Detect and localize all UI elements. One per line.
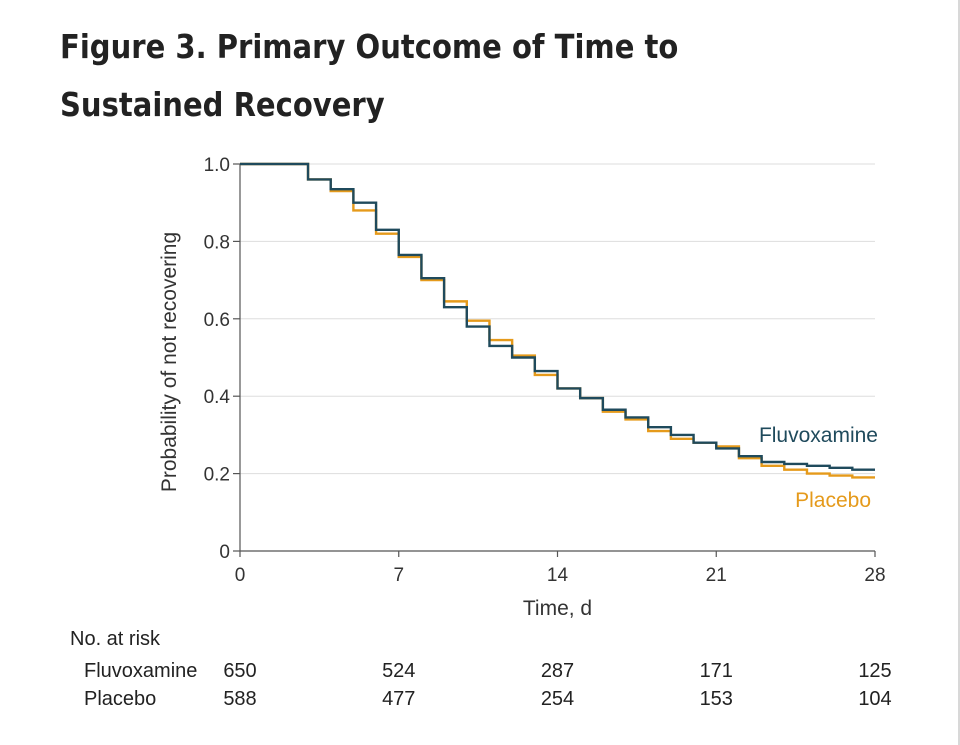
chart-labels: 0 0.2 0.4 0.6 0.8 1.0 0 7 14 21 28 Time, d Probabili… — [158, 155, 886, 620]
page-edge-divider — [958, 0, 960, 745]
at-risk-group-fluvoxamine: Fluvoxamine — [84, 660, 198, 682]
axes — [233, 163, 876, 557]
x-tick-label: 0 — [235, 565, 246, 586]
at-risk-value: 104 — [858, 688, 892, 710]
series-lines — [240, 162, 875, 479]
x-tick-label: 14 — [547, 565, 569, 586]
fluvoxamine-series-line — [240, 162, 875, 471]
at-risk-value: 477 — [382, 688, 416, 710]
y-axis-title: Probability of not recovering — [158, 232, 181, 492]
at-risk-value: 254 — [540, 688, 575, 710]
at-risk-value: 153 — [699, 688, 733, 710]
y-tick-label: 0.6 — [204, 310, 230, 331]
at-risk-value: 650 — [223, 660, 257, 682]
at-risk-value: 524 — [382, 660, 416, 682]
y-tick-label: 1.0 — [204, 155, 230, 176]
at-risk-value: 171 — [699, 660, 733, 682]
y-tick-label: 0.8 — [204, 232, 230, 253]
y-tick-label: 0 — [219, 542, 230, 563]
fluvoxamine-series-label: Fluvoxamine — [759, 424, 878, 447]
x-axis-title: Time, d — [523, 597, 592, 620]
placebo-series-label: Placebo — [795, 489, 871, 512]
at-risk-group-placebo: Placebo — [84, 688, 157, 710]
x-tick-label: 28 — [864, 565, 885, 586]
at-risk-value: 287 — [540, 660, 575, 682]
y-tick-label: 0.4 — [204, 387, 231, 408]
x-tick-label: 7 — [393, 565, 404, 586]
y-tick-label: 0.2 — [204, 465, 230, 486]
x-tick-label: 21 — [706, 565, 727, 586]
at-risk-value: 125 — [858, 660, 892, 682]
figure-title: Figure 3. Primary Outcome of Time to Sus… — [60, 27, 679, 124]
grid-lines — [240, 163, 875, 475]
at-risk-value: 588 — [223, 688, 257, 710]
at-risk-header: No. at risk — [70, 628, 161, 650]
